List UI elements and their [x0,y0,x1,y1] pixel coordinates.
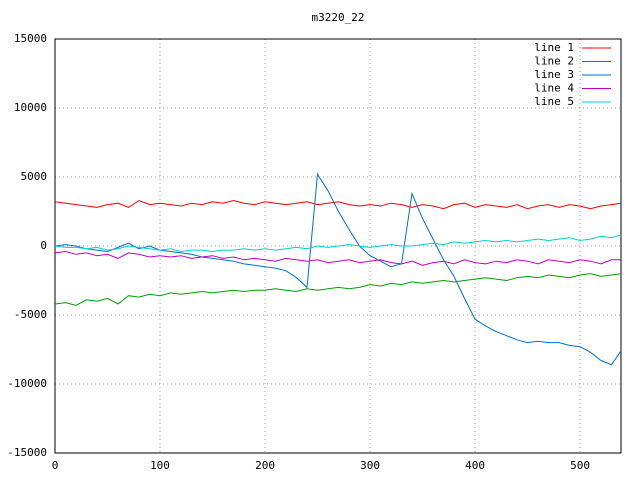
x-tick-label: 300 [360,459,380,472]
chart-title: m3220_22 [312,11,365,24]
data-line [54,273,622,306]
data-line [54,234,622,253]
y-tick-label: 0 [40,239,47,252]
data-line [54,250,621,266]
y-tick-label: 10000 [14,101,47,114]
y-tick-label: 5000 [21,170,48,183]
legend-label: line 2 [534,55,574,68]
legend-label: line 3 [534,68,574,81]
y-tick-label: -15000 [7,446,47,459]
data-line [54,199,622,210]
legend-label: line 4 [534,82,574,95]
x-tick-label: 200 [255,459,275,472]
data-line [54,172,622,366]
y-tick-label: 15000 [14,32,47,45]
x-tick-label: 500 [570,459,590,472]
legend-label: line 5 [534,95,574,108]
x-tick-label: 0 [52,459,59,472]
y-tick-label: -5000 [14,308,47,321]
legend-label: line 1 [534,41,574,54]
x-tick-label: 400 [465,459,485,472]
y-tick-label: -10000 [7,377,47,390]
x-tick-label: 100 [150,459,170,472]
